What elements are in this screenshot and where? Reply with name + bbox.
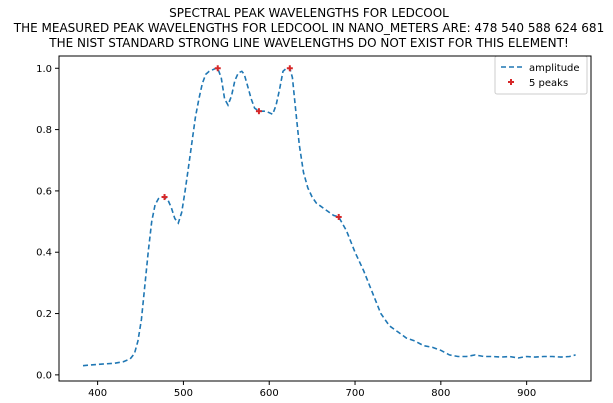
x-tick-label: 800 — [431, 388, 450, 399]
chart-title-line-3: THE NIST STANDARD STRONG LINE WAVELENGTH… — [48, 36, 569, 50]
y-tick-label: 1.0 — [36, 64, 52, 75]
peak-marker — [335, 213, 342, 220]
y-tick-label: 0.8 — [36, 125, 52, 136]
x-tick-label: 900 — [517, 388, 536, 399]
y-axis-ticks: 0.0 0.2 0.4 0.6 0.8 1.0 — [36, 64, 59, 381]
axes-frame — [58, 55, 592, 382]
x-tick-label: 400 — [88, 388, 107, 399]
legend: amplitude 5 peaks — [494, 55, 588, 95]
peak-marker — [214, 65, 221, 72]
x-tick-label: 500 — [174, 388, 193, 399]
y-tick-label: 0.2 — [36, 309, 52, 320]
peak-marker — [286, 65, 293, 72]
x-tick-label: 600 — [260, 388, 279, 399]
chart-title-line-1: SPECTRAL PEAK WAVELENGTHS FOR LEDCOOL — [169, 6, 449, 20]
peak-marker — [161, 194, 168, 201]
chart-title-line-2: THE MEASURED PEAK WAVELENGTHS FOR LEDCOO… — [13, 21, 604, 35]
y-tick-label: 0.4 — [36, 248, 52, 259]
plot-area — [82, 65, 576, 367]
legend-peaks-label: 5 peaks — [529, 78, 568, 89]
legend-peaks-swatch — [508, 79, 514, 85]
legend-amplitude-label: amplitude — [529, 63, 580, 74]
y-tick-label: 0.6 — [36, 186, 52, 197]
x-axis-ticks: 400 500 600 700 800 900 — [88, 381, 536, 399]
y-tick-label: 0.0 — [36, 370, 52, 381]
x-tick-label: 700 — [345, 388, 364, 399]
peak-marker — [255, 108, 262, 115]
